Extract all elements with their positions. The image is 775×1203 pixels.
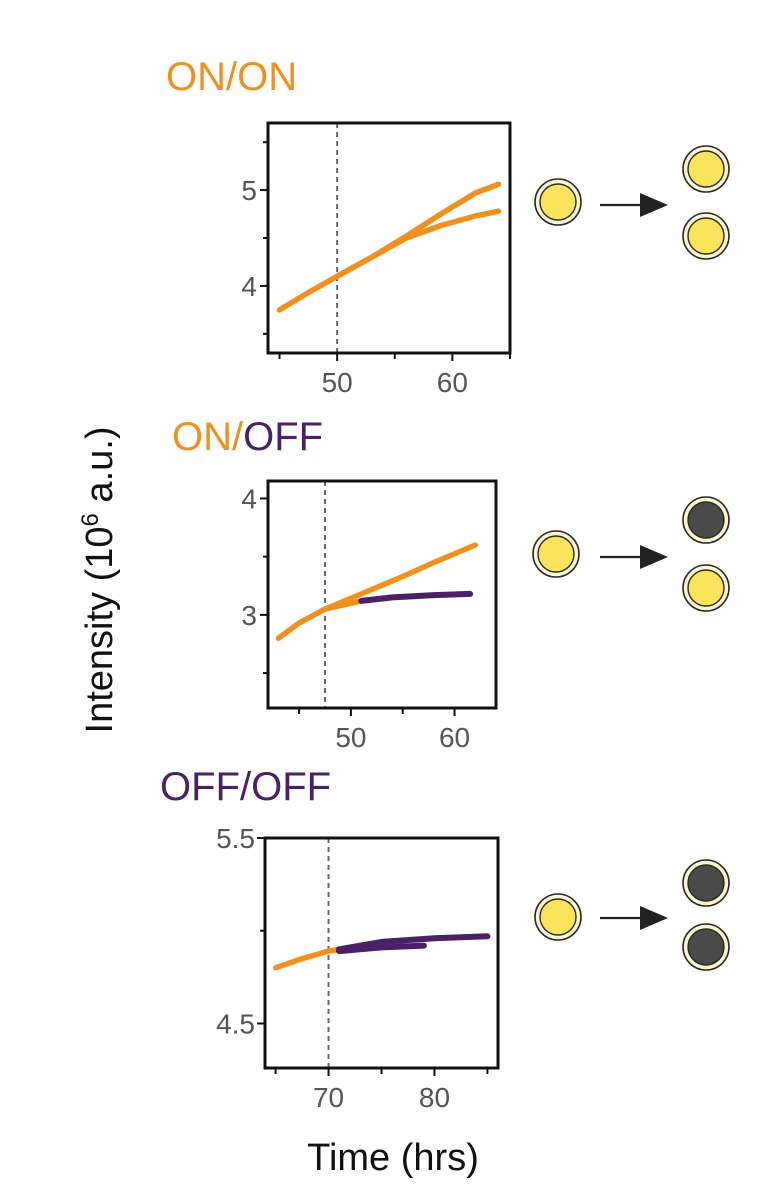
panel-title-part-2: OFF bbox=[243, 415, 323, 459]
y-tick-label: 5.5 bbox=[216, 823, 255, 854]
chart-panel-2: ON/OFF 50 60 3 4 bbox=[172, 415, 730, 753]
panel-title-part-1: OFF/OFF bbox=[160, 765, 331, 809]
daughter-cell-bottom-icon bbox=[682, 923, 730, 971]
daughter-cell-bottom-icon bbox=[682, 564, 730, 612]
daughter-cell-top-icon bbox=[682, 496, 730, 544]
mother-cell-icon bbox=[534, 178, 582, 226]
division-schematic bbox=[534, 859, 730, 971]
cell-core bbox=[687, 928, 725, 966]
series-line-1-on bbox=[276, 273, 340, 313]
x-tick-label: 50 bbox=[335, 722, 366, 753]
plot-frame bbox=[266, 121, 512, 355]
panel-title-part-1: ON/ON bbox=[166, 55, 297, 99]
panel-title: OFF/OFF bbox=[160, 765, 331, 809]
y-tick-label: 4 bbox=[241, 271, 257, 302]
plot-frame bbox=[263, 836, 500, 1070]
series-line-1-on bbox=[275, 606, 328, 641]
plot-frame bbox=[266, 479, 498, 710]
chart-panel-3: OFF/OFF 70 80 4.5 5.5 bbox=[160, 765, 730, 1113]
x-tick-label: 80 bbox=[419, 1082, 450, 1113]
mother-cell-icon bbox=[534, 893, 582, 941]
daughter-cell-top-icon bbox=[682, 145, 730, 193]
x-tick-label: 50 bbox=[322, 367, 353, 398]
cell-core bbox=[539, 898, 577, 936]
panel-title-part-1: ON/ bbox=[172, 415, 244, 459]
x-tick-label: 70 bbox=[313, 1082, 344, 1113]
series-line-3-on bbox=[334, 208, 502, 280]
cell-core bbox=[687, 217, 725, 255]
y-axis-title-exponent: 6 bbox=[77, 513, 104, 526]
cell-core bbox=[687, 150, 725, 188]
cell-core bbox=[687, 864, 725, 902]
y-axis-title: Intensity (106 a.u.) bbox=[77, 427, 121, 734]
cell-core bbox=[687, 569, 725, 607]
series-line-2-off bbox=[336, 933, 491, 953]
y-tick-label: 4 bbox=[241, 483, 257, 514]
division-schematic bbox=[532, 496, 730, 612]
series-line-3-off bbox=[336, 942, 427, 955]
y-tick-label: 5 bbox=[241, 175, 257, 206]
daughter-cell-top-icon bbox=[682, 859, 730, 907]
panel-title: ON/ON bbox=[166, 55, 297, 99]
chart-panel-1: ON/ON 50 60 4 5 bbox=[166, 55, 730, 398]
series-line-4-off bbox=[358, 590, 474, 604]
y-axis-title-main: Intensity (10 bbox=[79, 526, 121, 733]
y-tick-label: 4.5 bbox=[216, 1008, 255, 1039]
cell-core bbox=[687, 501, 725, 539]
arrow-head-icon bbox=[640, 545, 668, 569]
series-line-1-on bbox=[272, 946, 342, 971]
y-axis-title-tail: a.u.) bbox=[79, 427, 121, 514]
cell-core bbox=[539, 183, 577, 221]
x-tick-label: 60 bbox=[439, 722, 470, 753]
series-line-3-on bbox=[322, 598, 365, 612]
y-tick-label: 3 bbox=[241, 600, 257, 631]
mother-cell-icon bbox=[532, 530, 580, 578]
panel-title: ON/OFF bbox=[172, 415, 323, 459]
x-tick-label: 60 bbox=[437, 367, 468, 398]
cell-core bbox=[537, 535, 575, 573]
arrow-head-icon bbox=[640, 193, 668, 217]
division-schematic bbox=[534, 145, 730, 260]
arrow-head-icon bbox=[640, 906, 668, 930]
x-axis-title: Time (hrs) bbox=[307, 1137, 479, 1179]
series-line-2-on bbox=[322, 542, 479, 612]
daughter-cell-bottom-icon bbox=[682, 212, 730, 260]
